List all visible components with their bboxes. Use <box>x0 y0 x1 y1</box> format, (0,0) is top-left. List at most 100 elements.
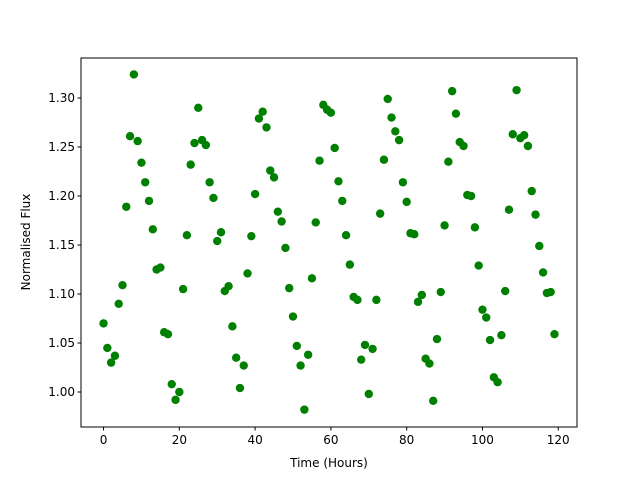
point <box>118 280 127 290</box>
point <box>368 344 377 354</box>
point <box>235 383 245 393</box>
point <box>243 269 252 278</box>
point <box>497 330 506 340</box>
point <box>535 241 544 251</box>
point <box>194 103 203 112</box>
point <box>531 210 540 219</box>
point <box>391 127 400 136</box>
point <box>300 405 309 414</box>
point <box>190 138 199 148</box>
point <box>250 189 260 199</box>
point <box>546 287 555 297</box>
point <box>99 319 108 328</box>
point <box>440 221 449 230</box>
point <box>357 355 366 364</box>
point <box>106 358 116 367</box>
point <box>167 379 176 389</box>
point <box>444 157 453 166</box>
point <box>266 166 275 175</box>
point <box>110 351 120 360</box>
point <box>360 340 370 350</box>
point <box>447 86 457 96</box>
point <box>398 178 408 187</box>
point <box>466 191 476 201</box>
point <box>224 281 233 291</box>
point <box>285 283 294 293</box>
point <box>345 260 355 269</box>
point <box>504 205 514 214</box>
point <box>182 230 192 240</box>
y-tick-label: 1.30 <box>48 91 75 105</box>
point <box>429 396 438 406</box>
x-tick-label: 20 <box>172 433 187 447</box>
point <box>281 243 290 253</box>
point <box>459 141 468 151</box>
y-tick-label: 1.20 <box>48 189 75 203</box>
point <box>201 140 211 150</box>
point <box>262 123 271 132</box>
point <box>338 196 347 206</box>
x-tick-label: 100 <box>471 433 494 447</box>
point <box>103 343 112 353</box>
point <box>334 177 343 186</box>
point <box>417 290 427 300</box>
y-axis-label: Normalised Flux <box>19 194 33 291</box>
point <box>254 114 264 123</box>
point <box>209 193 218 203</box>
point <box>394 135 404 145</box>
point <box>379 155 389 164</box>
point <box>341 230 351 240</box>
point <box>364 389 373 399</box>
point <box>148 225 158 234</box>
point <box>330 143 339 153</box>
point <box>292 341 301 351</box>
point <box>311 218 320 227</box>
point <box>402 197 411 207</box>
point <box>387 113 396 122</box>
point <box>231 353 241 362</box>
point <box>137 158 146 167</box>
point <box>178 284 188 294</box>
x-tick-label: 0 <box>100 433 108 447</box>
point <box>247 231 256 241</box>
x-axis-label: Time (Hours) <box>289 456 368 470</box>
x-tick-label: 40 <box>247 433 262 447</box>
point <box>303 350 313 359</box>
point <box>410 230 419 239</box>
point <box>288 312 298 321</box>
point <box>413 297 423 307</box>
point <box>383 94 392 104</box>
point <box>474 261 483 270</box>
point <box>500 286 510 296</box>
point <box>296 361 305 370</box>
point <box>171 395 180 405</box>
point <box>269 173 279 182</box>
point <box>451 109 461 118</box>
point <box>550 329 559 339</box>
point <box>228 322 237 331</box>
y-tick-label: 1.00 <box>48 385 75 399</box>
x-tick-label: 60 <box>323 433 338 447</box>
point <box>307 274 317 283</box>
point <box>125 132 135 141</box>
point <box>519 131 529 140</box>
point <box>353 295 362 305</box>
x-tick-label: 120 <box>547 433 570 447</box>
point <box>141 178 150 187</box>
point <box>425 359 434 368</box>
point <box>482 313 491 322</box>
y-tick-label: 1.05 <box>48 336 75 350</box>
point <box>538 268 548 277</box>
point <box>326 108 336 117</box>
point <box>315 156 324 165</box>
y-tick-label: 1.10 <box>48 287 75 301</box>
point <box>258 107 267 116</box>
point <box>133 136 142 146</box>
point <box>436 287 445 297</box>
point <box>175 387 184 397</box>
point <box>493 378 502 387</box>
point <box>156 263 165 272</box>
point <box>485 335 495 345</box>
